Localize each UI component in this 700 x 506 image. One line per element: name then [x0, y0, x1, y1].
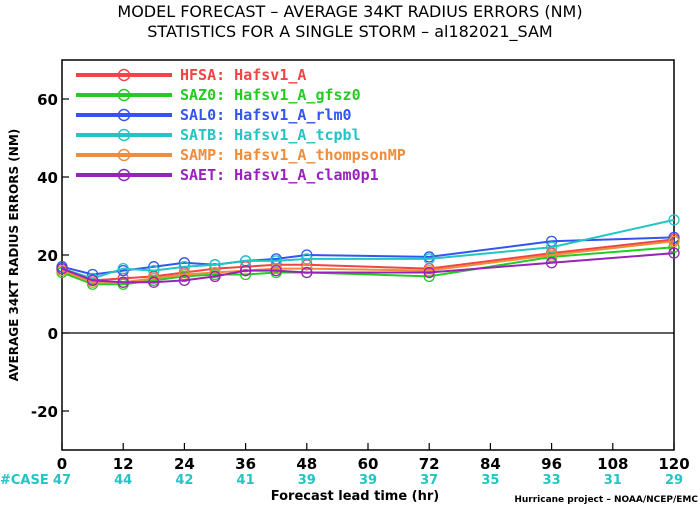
- x-tick-label: 96: [541, 455, 562, 473]
- x-tick-label: 48: [296, 455, 317, 473]
- series-point: [301, 266, 313, 279]
- x-tick-label: 60: [358, 455, 379, 473]
- legend-label: SAMP: Hafsv1_A_thompsonMP: [180, 146, 406, 164]
- case-count: 31: [604, 473, 622, 488]
- case-count: 44: [114, 473, 132, 488]
- chart-subtitle: STATISTICS FOR A SINGLE STORM – al182021…: [147, 22, 552, 42]
- series-point: [56, 262, 68, 275]
- legend-item: SAZ0: Hafsv1_A_gfsz0: [76, 86, 361, 104]
- legend-swatch-marker: [117, 88, 131, 102]
- series-point: [423, 266, 435, 279]
- series-point: [668, 214, 680, 226]
- series-point: [178, 261, 191, 273]
- y-axis-ticks: -20 0 20 40 60: [31, 91, 69, 421]
- x-axis-ticks: 0 12 24 36 48 60 72 84 96 108 120: [57, 443, 690, 473]
- series-point: [668, 247, 680, 259]
- legend-item: SAL0: Hafsv1_A_rlm0: [76, 106, 352, 124]
- case-count: 35: [481, 473, 499, 488]
- legend-swatch-marker: [117, 148, 131, 162]
- series-point: [668, 235, 680, 248]
- case-label: #CASE: [0, 473, 49, 488]
- legend-label: SAZ0: Hafsv1_A_gfsz0: [180, 86, 361, 104]
- y-axis-label: AVERAGE 34KT RADIUS ERRORS (NM): [7, 129, 21, 381]
- case-count: 37: [420, 473, 438, 488]
- series-4: [56, 214, 680, 285]
- series-point: [148, 272, 160, 285]
- x-tick-label: 0: [57, 455, 67, 473]
- case-count: 47: [53, 473, 71, 488]
- x-tick-label: 12: [113, 455, 134, 473]
- legend-swatch-marker: [117, 68, 131, 82]
- x-tick-label: 36: [235, 455, 256, 473]
- case-count: 29: [665, 473, 683, 488]
- case-counts: 47 44 42 41 39 39 37 35 33 31 29: [53, 473, 683, 488]
- x-tick-label: 24: [174, 455, 195, 473]
- chart-title: MODEL FORECAST – AVERAGE 34KT RADIUS ERR…: [117, 2, 582, 21]
- series-point: [668, 231, 680, 244]
- legend-label: SAET: Hafsv1_A_clam0p1: [180, 166, 379, 184]
- series-point: [545, 249, 558, 261]
- series-point: [178, 257, 191, 269]
- series-point: [117, 276, 129, 288]
- legend-item: SAMP: Hafsv1_A_thompsonMP: [76, 146, 406, 164]
- series-point: [545, 241, 558, 253]
- series-point: [148, 264, 160, 277]
- y-tick-label: 0: [48, 325, 58, 343]
- case-count: 33: [543, 473, 561, 488]
- series-point: [209, 259, 221, 271]
- case-count: 39: [359, 473, 377, 488]
- series-group: [56, 214, 680, 290]
- legend-swatch-marker: [117, 108, 131, 122]
- series-point: [148, 261, 160, 273]
- y-tick-label: 40: [37, 169, 58, 187]
- x-tick-label: 72: [419, 455, 440, 473]
- y-tick-label: 20: [37, 247, 58, 265]
- x-tick-label: 84: [480, 455, 501, 473]
- series-point: [301, 262, 313, 275]
- series-point: [270, 264, 282, 277]
- series-point: [239, 268, 252, 281]
- series-point: [239, 264, 252, 277]
- series-point: [148, 276, 160, 288]
- series-6: [56, 247, 680, 288]
- legend-item: SATB: Hafsv1_A_tcpbl: [76, 126, 361, 144]
- legend-item: SAET: Hafsv1_A_clam0p1: [76, 166, 379, 184]
- legend-label: HFSA: Hafsv1_A: [180, 66, 306, 84]
- legend: HFSA: Hafsv1_A SAZ0: Hafsv1_A_gfsz0 SAL0: …: [76, 66, 406, 184]
- case-count: 39: [298, 473, 316, 488]
- x-axis-label: Forecast lead time (hr): [271, 489, 439, 504]
- series-point: [178, 274, 191, 287]
- x-tick-label: 108: [597, 455, 628, 473]
- legend-label: SATB: Hafsv1_A_tcpbl: [180, 126, 361, 144]
- credit-text: Hurricane project – NOAA/NCEP/EMC: [514, 495, 698, 505]
- legend-item: HFSA: Hafsv1_A: [76, 66, 306, 84]
- series-point: [545, 257, 558, 269]
- series-point: [117, 262, 129, 275]
- legend-label: SAL0: Hafsv1_A_rlm0: [180, 106, 352, 124]
- series-point: [86, 274, 99, 287]
- series-point: [301, 249, 313, 261]
- series-point: [209, 266, 221, 279]
- case-count: 41: [237, 473, 255, 488]
- case-count: 42: [175, 473, 193, 488]
- y-tick-label: 60: [37, 91, 58, 109]
- x-tick-label: 120: [658, 455, 689, 473]
- legend-swatch-marker: [117, 168, 131, 182]
- y-tick-label: -20: [31, 403, 58, 421]
- series-point: [209, 270, 221, 283]
- legend-swatch-marker: [117, 128, 131, 142]
- series-point: [423, 253, 435, 265]
